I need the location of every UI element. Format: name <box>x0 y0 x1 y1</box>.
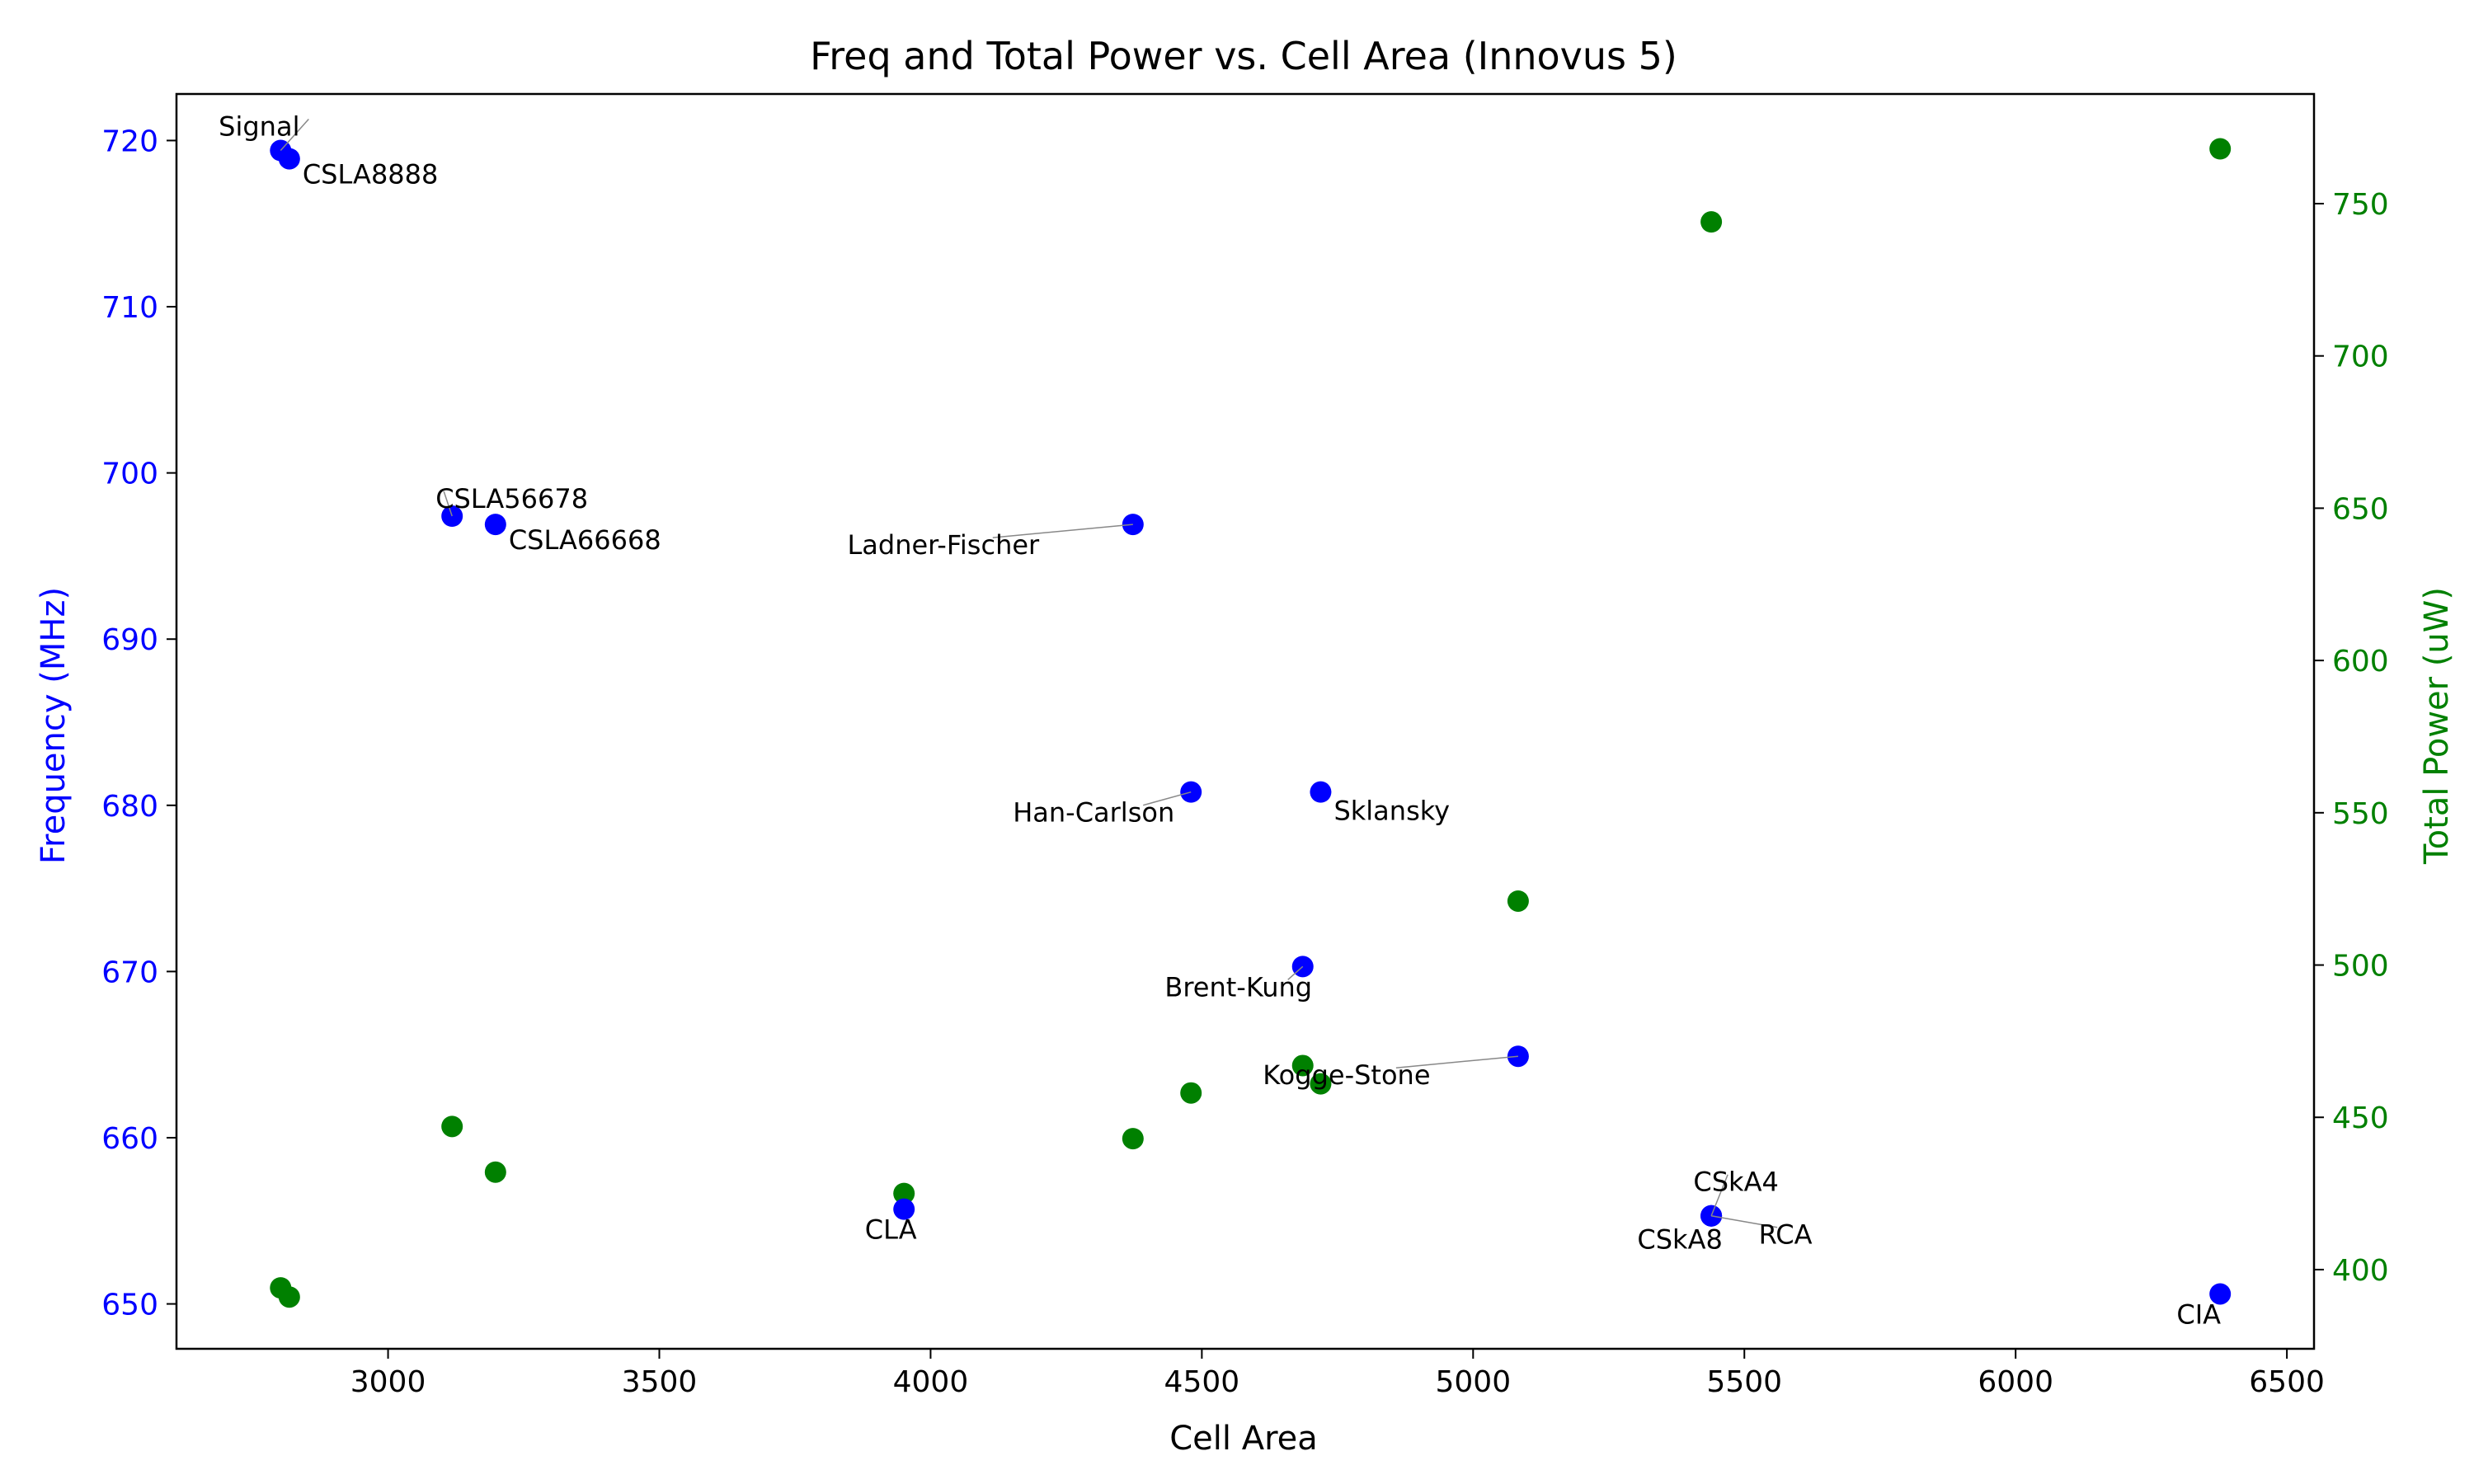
frequency-point <box>1310 781 1332 803</box>
label-leader-line <box>1287 965 1304 980</box>
power-point <box>2209 138 2232 160</box>
label-leader-line <box>992 524 1133 538</box>
point-label-brent-kung: Brent-Kung <box>1164 971 1312 1003</box>
frequency-point <box>278 148 300 170</box>
y-right-tick-label: 700 <box>2332 340 2389 374</box>
label-leader-line <box>1710 1174 1729 1217</box>
label-leader-line <box>1710 1214 1778 1228</box>
x-tick-label: 3000 <box>350 1365 426 1399</box>
frequency-point <box>2209 1283 2232 1305</box>
point-label-kogge-stone: Kogge-Stone <box>1263 1059 1430 1091</box>
point-label-han-carlson: Han-Carlson <box>1013 797 1174 829</box>
y-right-tick-label: 600 <box>2332 645 2389 679</box>
x-tick-label: 6000 <box>1978 1365 2053 1399</box>
y-left-tick-label: 670 <box>101 956 158 989</box>
frequency-point <box>893 1198 915 1220</box>
point-label-signal: Signal <box>219 111 299 143</box>
power-point <box>1122 1128 1144 1150</box>
power-point <box>1310 1073 1332 1095</box>
power-point <box>1180 1082 1202 1104</box>
y-left-tick-label: 700 <box>101 458 158 491</box>
y-right-tick-label: 500 <box>2332 950 2389 984</box>
point-label-cia: CIA <box>2176 1298 2221 1330</box>
y-left-tick-label: 650 <box>101 1289 158 1322</box>
plot-frame <box>175 92 2316 1350</box>
y-left-tick-label: 660 <box>101 1122 158 1156</box>
y-right-tick-label: 450 <box>2332 1101 2389 1135</box>
point-label-sklansky: Sklansky <box>1333 796 1450 827</box>
plot-area: 3000 3500 4000 4500 5000 5500 6000 6500 650 660 67… <box>101 92 2389 1399</box>
power-point <box>893 1182 915 1205</box>
point-label-csla66668: CSLA66668 <box>509 524 661 556</box>
point-label-cla: CLA <box>865 1214 917 1246</box>
x-tick-label: 5000 <box>1435 1365 1511 1399</box>
y-left-tick-label: 720 <box>101 124 158 158</box>
frequency-point <box>484 514 506 536</box>
power-point <box>1507 890 1529 912</box>
y-right-tick-label: 550 <box>2332 797 2389 831</box>
point-label-ladner-fischer: Ladner-Fischer <box>847 529 1040 561</box>
x-tick-label: 3500 <box>622 1365 698 1399</box>
y-right-tick-label: 750 <box>2332 188 2389 222</box>
label-leader-line <box>443 491 453 517</box>
label-leader-line <box>1143 791 1192 806</box>
y-left-tick-label: 680 <box>101 790 158 824</box>
y-left-tick-label: 710 <box>101 291 158 325</box>
power-point <box>278 1286 300 1308</box>
x-tick-label: 4000 <box>893 1365 969 1399</box>
power-point <box>1291 1054 1314 1077</box>
y-left-axis-title: Frequency (MHz) <box>35 587 73 864</box>
point-label-csla8888: CSLA8888 <box>303 159 439 190</box>
x-axis-title: Cell Area <box>1169 1420 1318 1458</box>
power-point <box>484 1161 506 1183</box>
point-label-rca: RCA <box>1759 1219 1813 1251</box>
y-right-tick-label: 650 <box>2332 492 2389 526</box>
label-leader-line <box>1395 1055 1518 1068</box>
y-right-axis-title: Total Power (uW) <box>2418 587 2456 865</box>
power-point <box>441 1115 463 1138</box>
y-left-tick-label: 690 <box>101 623 158 657</box>
x-tick-label: 6500 <box>2249 1365 2325 1399</box>
power-point <box>1700 211 1723 233</box>
x-tick-label: 5500 <box>1706 1365 1782 1399</box>
chart-title: Freq and Total Power vs. Cell Area (Inno… <box>810 34 1677 78</box>
x-tick-label: 4500 <box>1164 1365 1240 1399</box>
point-label-cska8: CSkA8 <box>1637 1224 1722 1256</box>
point-label-cska4: CSkA4 <box>1693 1167 1778 1198</box>
label-leader-line <box>280 119 309 152</box>
y-right-tick-label: 400 <box>2332 1254 2389 1288</box>
point-label-csla56678: CSLA56678 <box>435 483 588 514</box>
